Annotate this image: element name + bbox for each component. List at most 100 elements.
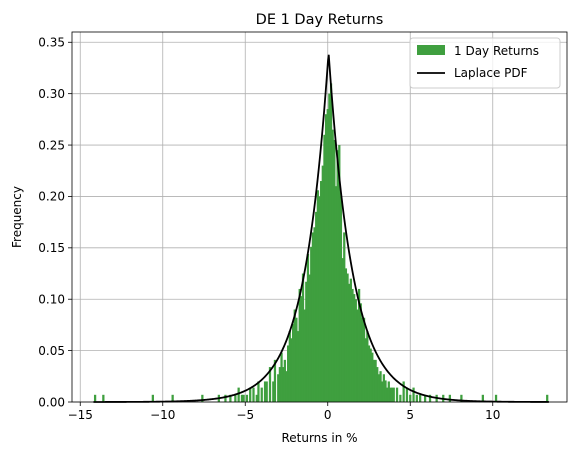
- legend-label-histogram: 1 Day Returns: [454, 44, 539, 58]
- histogram-bar: [343, 232, 346, 402]
- histogram-bar: [151, 394, 154, 402]
- laplace-pdf-line: [93, 54, 549, 403]
- histogram-bar: [288, 331, 291, 402]
- x-axis-label: Returns in %: [281, 431, 357, 445]
- histogram-bar: [353, 294, 356, 402]
- histogram-bar: [242, 394, 245, 402]
- histogram-bar: [298, 288, 301, 402]
- x-tick-label: −10: [150, 408, 175, 422]
- histogram-bar: [102, 394, 105, 402]
- histogram-bar: [318, 196, 321, 402]
- histogram-bar: [386, 387, 389, 402]
- y-tick-label: 0.15: [38, 241, 65, 255]
- histogram-bar: [257, 381, 260, 402]
- y-axis-ticks: 0.00 0.05 0.10 0.15 0.20 0.25 0.30 0.35: [38, 36, 72, 409]
- histogram-bar: [313, 227, 316, 402]
- histogram-bar: [339, 196, 343, 402]
- histogram-bar: [362, 317, 366, 402]
- histogram-bar: [171, 394, 174, 402]
- histogram-bar: [481, 394, 484, 402]
- y-tick-label: 0.25: [38, 138, 65, 152]
- histogram-bar: [260, 387, 263, 402]
- histogram-bar: [305, 281, 308, 402]
- histogram-bar: [311, 232, 315, 402]
- histogram-bar: [419, 394, 422, 402]
- histogram-bar: [387, 381, 390, 402]
- histogram-bar: [310, 246, 313, 402]
- histogram-bar: [272, 381, 275, 402]
- histogram-bar: [377, 374, 381, 402]
- y-axis-label: Frequency: [10, 186, 24, 248]
- histogram-bar: [423, 394, 427, 402]
- histogram-bar: [381, 381, 384, 402]
- x-axis-ticks: −15 −10 −5 0 5 10: [68, 402, 500, 422]
- legend-label-pdf: Laplace PDF: [454, 66, 528, 80]
- histogram-bar: [303, 309, 306, 402]
- histogram-bar: [265, 381, 268, 402]
- histogram-bar: [367, 345, 371, 402]
- x-tick-label: −15: [68, 408, 93, 422]
- y-tick-label: 0.20: [38, 190, 65, 204]
- histogram-bar: [334, 186, 338, 402]
- histogram-bar: [341, 258, 344, 402]
- legend-box: [409, 37, 561, 89]
- histogram-bar: [315, 211, 318, 402]
- histogram-bar: [357, 288, 361, 402]
- histogram-bar: [359, 303, 362, 402]
- chart-title: DE 1 Day Returns: [256, 12, 384, 28]
- histogram-bar: [428, 394, 432, 402]
- x-tick-label: 5: [406, 408, 414, 422]
- y-tick-label: 0.05: [38, 344, 65, 358]
- y-tick-label: 0.10: [38, 293, 65, 307]
- histogram-bar: [349, 278, 352, 402]
- histogram-bar: [316, 190, 319, 402]
- histogram-bar: [346, 273, 349, 402]
- histogram-bar: [331, 129, 334, 402]
- histogram-bar: [300, 296, 303, 402]
- x-tick-label: 0: [324, 408, 332, 422]
- histogram-bar: [278, 367, 282, 402]
- histogram-bar: [382, 374, 385, 402]
- histogram-bar: [283, 359, 286, 402]
- histogram-bar: [301, 273, 305, 402]
- histogram-bar: [402, 381, 405, 402]
- histogram-bar: [389, 387, 392, 402]
- histogram-bar: [308, 274, 311, 402]
- histogram-bar: [460, 394, 463, 402]
- histogram-bar: [237, 387, 240, 402]
- histogram-bar: [263, 381, 267, 402]
- plot-frame: [71, 31, 568, 403]
- histogram-bar: [329, 83, 333, 402]
- histogram-bar: [361, 317, 364, 402]
- histogram-bar: [293, 309, 296, 402]
- histogram-bar: [295, 317, 298, 402]
- histogram-bar: [234, 394, 237, 402]
- x-tick-label: 10: [485, 408, 500, 422]
- histogram-bar: [366, 331, 369, 402]
- histogram-bars: [93, 83, 549, 403]
- histogram-bar: [374, 359, 377, 402]
- x-tick-label: −5: [236, 408, 254, 422]
- histogram-bar: [348, 283, 351, 402]
- legend: 1 Day Returns Laplace PDF: [409, 37, 561, 89]
- histogram-bar: [371, 352, 374, 402]
- histogram-bar: [354, 299, 357, 402]
- histogram-bar: [296, 331, 300, 402]
- histogram-bar: [409, 394, 412, 402]
- histogram-bar: [412, 387, 415, 402]
- histogram-bar: [546, 394, 549, 402]
- histogram-bar: [399, 394, 402, 402]
- histogram-bar: [306, 254, 310, 402]
- histogram-bar: [384, 380, 387, 402]
- histogram-bar: [326, 109, 329, 402]
- y-tick-label: 0.35: [38, 36, 65, 50]
- histogram-bar: [245, 394, 249, 402]
- legend-swatch-histogram: [417, 45, 445, 55]
- histogram-bar: [282, 367, 285, 402]
- histogram-bar: [333, 139, 336, 402]
- histogram-bar: [252, 387, 255, 402]
- histogram-bar: [323, 134, 326, 402]
- y-tick-label: 0.30: [38, 87, 65, 101]
- histogram-bar: [395, 387, 399, 402]
- histogram-bar: [287, 345, 290, 402]
